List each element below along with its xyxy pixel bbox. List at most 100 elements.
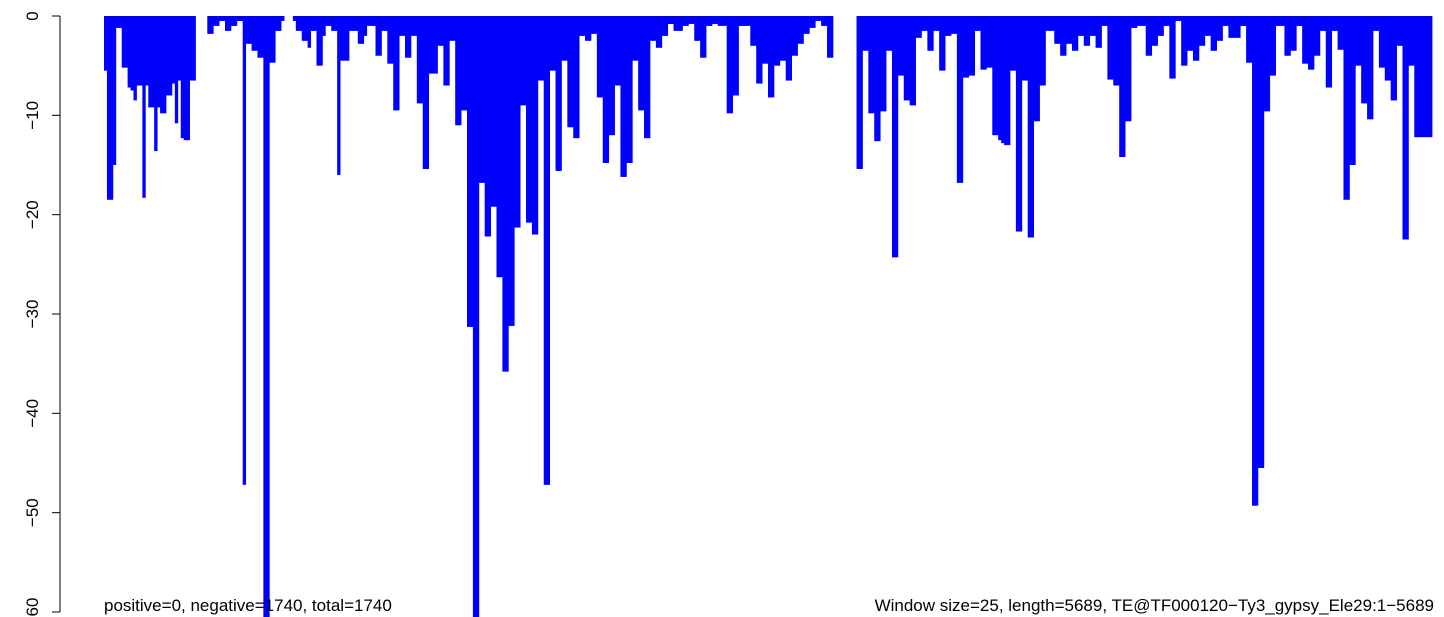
bar [930, 16, 934, 51]
bar [797, 16, 801, 44]
bar [918, 16, 922, 38]
bar [874, 16, 878, 142]
bar [1133, 16, 1138, 28]
bar [461, 16, 465, 111]
bar [1125, 16, 1129, 122]
bar [971, 16, 975, 76]
bar [753, 16, 757, 46]
bar [576, 16, 580, 139]
bar [1187, 16, 1191, 51]
bar [647, 16, 651, 139]
bar [1181, 16, 1185, 66]
bar [1417, 16, 1421, 138]
bar [815, 16, 819, 21]
bar [434, 16, 438, 74]
bar [806, 16, 810, 34]
bar [1387, 16, 1392, 81]
bar [328, 16, 332, 26]
bar [824, 16, 828, 26]
bar [611, 16, 615, 136]
bar [446, 16, 450, 86]
bar [357, 16, 362, 44]
bar [1225, 16, 1229, 26]
bar [425, 16, 430, 169]
bar [1042, 16, 1046, 86]
bar [260, 16, 264, 58]
bar [1178, 16, 1182, 21]
bar [1142, 16, 1147, 26]
bar [481, 16, 486, 183]
bar [1092, 16, 1096, 36]
bar [227, 16, 232, 31]
bar [1393, 16, 1397, 101]
bar [1136, 16, 1141, 26]
y-tick-label: −50 [23, 498, 42, 527]
bar [762, 16, 766, 64]
y-tick-label: −20 [23, 200, 42, 229]
bar [959, 16, 964, 183]
bar [245, 16, 249, 44]
bar [658, 16, 663, 48]
bar [936, 16, 940, 31]
bar [620, 16, 624, 177]
bar [1089, 16, 1094, 36]
bar [1349, 16, 1353, 165]
bar [679, 16, 683, 31]
bar [720, 16, 725, 26]
bar [812, 16, 816, 28]
bar [1145, 16, 1150, 56]
bar [387, 16, 391, 64]
bar [983, 16, 987, 70]
bar [225, 16, 229, 31]
bar [676, 16, 680, 31]
annotation-counts: positive=0, negative=1740, total=1740 [104, 596, 392, 615]
bar [1048, 16, 1052, 31]
bar [765, 16, 769, 64]
bar [956, 16, 961, 183]
bar [177, 16, 182, 81]
y-tick-label: 0 [23, 11, 42, 20]
bar [381, 16, 385, 31]
bar [582, 16, 586, 36]
bar [1172, 16, 1176, 79]
bar [738, 16, 742, 26]
bar [1021, 16, 1026, 81]
bar [1251, 16, 1256, 506]
bar [644, 16, 648, 139]
bar [1163, 16, 1167, 26]
bar [1278, 16, 1282, 26]
bar [962, 16, 967, 78]
bar [1299, 16, 1303, 26]
bar [304, 16, 309, 41]
bar [732, 16, 736, 96]
bar [995, 16, 999, 136]
bar [891, 16, 896, 258]
bar [1154, 16, 1158, 46]
bar [1390, 16, 1395, 101]
bar [1207, 16, 1212, 36]
bar [652, 16, 657, 41]
bar [360, 16, 365, 44]
bar [768, 16, 772, 98]
bar [313, 16, 317, 31]
bar [242, 16, 247, 485]
bar [478, 16, 483, 183]
bar [1381, 16, 1386, 68]
bar [1346, 16, 1350, 200]
bar [921, 16, 925, 31]
bar [900, 16, 905, 76]
bar [1110, 16, 1114, 80]
bar [183, 16, 188, 141]
bar [1169, 16, 1173, 79]
bar [295, 16, 300, 31]
y-tick-label: −60 [23, 598, 42, 617]
bar [827, 16, 831, 58]
bar [484, 16, 489, 237]
bar [251, 16, 255, 51]
bar [375, 16, 379, 56]
bar [1175, 16, 1179, 21]
bar [118, 16, 123, 28]
bar [1119, 16, 1123, 158]
bar [192, 16, 196, 81]
bar [939, 16, 943, 71]
